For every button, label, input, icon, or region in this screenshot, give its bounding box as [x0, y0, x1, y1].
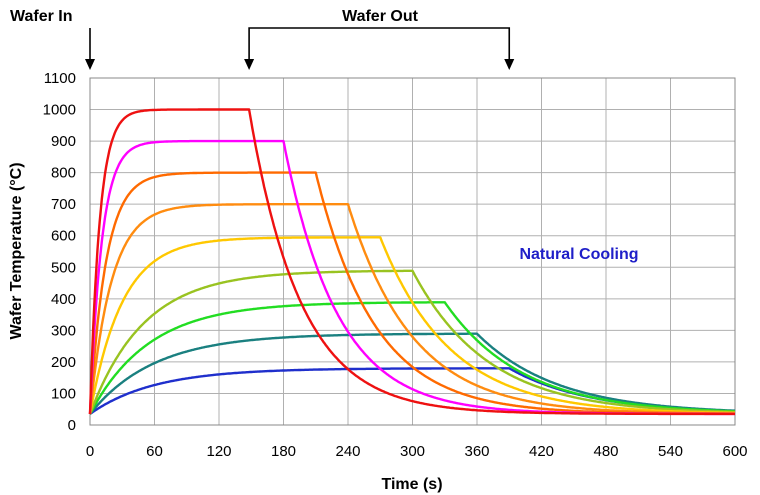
- x-tick-label: 300: [400, 443, 425, 460]
- y-tick-label: 200: [51, 354, 76, 371]
- tick-labels: 0 60 120 180 240 300 360 420 480 540 600 0 100 200 300…: [43, 70, 748, 460]
- series-lines: [88, 108, 736, 416]
- annotations: Wafer In Wafer Out Natural Cooling: [10, 8, 639, 263]
- y-tick-label: 300: [51, 322, 76, 339]
- wafer-out-arrowhead-right: [504, 59, 515, 70]
- x-tick-label: 360: [464, 443, 489, 460]
- annotation-arrows: [85, 27, 515, 70]
- natural-cooling-label: Natural Cooling: [519, 246, 638, 263]
- wafer-in-arrowhead: [85, 59, 95, 70]
- wafer-out-label: Wafer Out: [342, 8, 419, 25]
- x-tick-label: 420: [529, 443, 554, 460]
- x-tick-label: 180: [271, 443, 296, 460]
- series-line: [88, 203, 736, 415]
- series-line: [89, 332, 736, 415]
- wafer-out-bracket: [248, 27, 511, 64]
- y-axis-label: Wafer Temperature (°C): [8, 162, 25, 339]
- y-tick-label: 1000: [43, 102, 76, 119]
- x-tick-label: 120: [206, 443, 231, 460]
- y-tick-label: 0: [68, 417, 76, 434]
- y-tick-label: 100: [51, 385, 76, 402]
- x-tick-label: 0: [86, 443, 94, 460]
- y-tick-label: 700: [51, 196, 76, 213]
- x-tick-label: 240: [335, 443, 360, 460]
- x-tick-label: 540: [658, 443, 683, 460]
- wafer-out-arrowhead-left: [244, 59, 255, 70]
- x-tick-label: 480: [593, 443, 618, 460]
- wafer-in-label: Wafer In: [10, 8, 73, 25]
- y-tick-label: 800: [51, 165, 76, 182]
- y-tick-label: 900: [51, 133, 76, 150]
- x-tick-label: 60: [146, 443, 163, 460]
- x-axis-label: Time (s): [381, 476, 442, 493]
- y-tick-label: 500: [51, 259, 76, 276]
- series-line: [88, 108, 736, 416]
- plot-area-border: [89, 77, 736, 426]
- y-tick-label: 1100: [44, 70, 76, 87]
- y-tick-label: 400: [51, 291, 76, 308]
- series-line: [88, 236, 736, 415]
- y-tick-label: 600: [51, 228, 76, 245]
- series-line: [88, 269, 736, 415]
- x-tick-label: 600: [722, 443, 747, 460]
